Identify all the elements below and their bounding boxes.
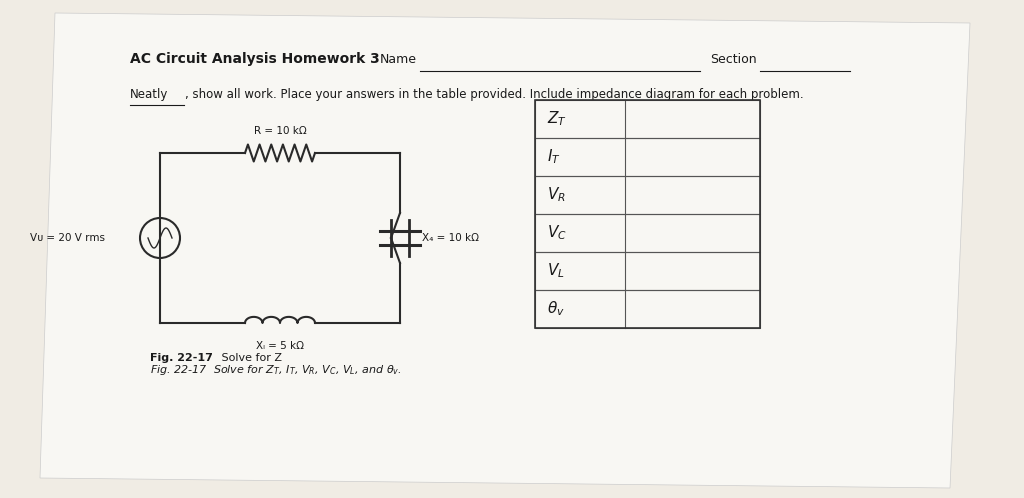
Text: $I_T$: $I_T$ — [547, 147, 561, 166]
Text: Xₗ = 5 kΩ: Xₗ = 5 kΩ — [256, 341, 304, 351]
Text: Section: Section — [710, 53, 757, 66]
Text: R = 10 kΩ: R = 10 kΩ — [254, 126, 306, 136]
Bar — [535, 290, 760, 328]
Bar — [535, 138, 760, 176]
Text: X₄ = 10 kΩ: X₄ = 10 kΩ — [422, 233, 479, 243]
Bar — [535, 252, 760, 290]
Text: $V_C$: $V_C$ — [547, 224, 567, 243]
Bar — [535, 214, 760, 252]
Text: , show all work. Place your answers in the table provided. Include impedance dia: , show all work. Place your answers in t… — [185, 88, 804, 101]
Text: $V_R$: $V_R$ — [547, 186, 566, 204]
Text: Fig. 22-17  Solve for Z$_T$, I$_T$, V$_R$, V$_C$, V$_L$, and $\theta_v$.: Fig. 22-17 Solve for Z$_T$, I$_T$, V$_R$… — [150, 363, 401, 377]
Bar — [535, 100, 760, 138]
Bar — [535, 100, 760, 328]
Text: AC Circuit Analysis Homework 3: AC Circuit Analysis Homework 3 — [130, 52, 380, 66]
Text: Fig. 22-17: Fig. 22-17 — [150, 353, 213, 363]
Text: Name: Name — [380, 53, 417, 66]
Text: Solve for Z: Solve for Z — [218, 353, 282, 363]
Polygon shape — [40, 13, 970, 488]
Text: Vᴜ = 20 V rms: Vᴜ = 20 V rms — [30, 233, 105, 243]
Text: $\theta_v$: $\theta_v$ — [547, 300, 565, 318]
Text: $Z_T$: $Z_T$ — [547, 110, 567, 128]
Text: Neatly: Neatly — [130, 88, 168, 101]
Text: $V_L$: $V_L$ — [547, 261, 564, 280]
Bar — [535, 176, 760, 214]
